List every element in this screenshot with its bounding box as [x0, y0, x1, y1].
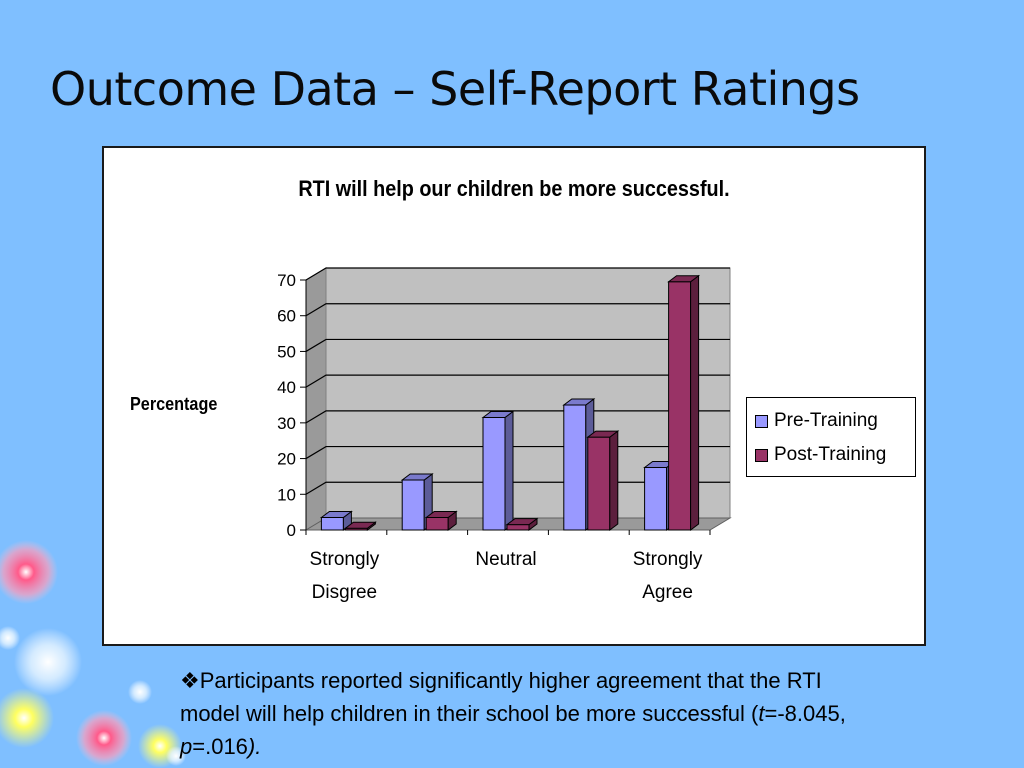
- y-tick-label: 0: [287, 521, 296, 540]
- bar-post-training-2: [505, 517, 539, 531]
- x-category-label: Strongly: [633, 549, 703, 570]
- chart-title: RTI will help our children be more succe…: [298, 176, 730, 201]
- summary-bullet: ❖Participants reported significantly hig…: [180, 664, 880, 763]
- bar-post-training-0: [343, 521, 377, 531]
- gridline: [305, 303, 730, 317]
- bar-face: [562, 398, 596, 406]
- bar-face: [481, 411, 515, 418]
- chart-panel: RTI will help our children be more succe…: [102, 146, 926, 646]
- gridline: [305, 267, 730, 281]
- bar-face: [424, 511, 458, 518]
- p-value-symbol: p: [180, 734, 193, 759]
- bar-chart: 0 10 20 30 40 50 60 70 Strongly Disgree Neutral Str…: [277, 267, 732, 603]
- legend-item-pre-training: Pre-Training: [755, 404, 909, 438]
- bar-post-training-1: [424, 510, 458, 531]
- bar-face: [563, 404, 587, 531]
- bar-face: [506, 524, 530, 531]
- legend-label-post-training: Post-Training: [774, 444, 887, 465]
- bullet-text: Participants reported significantly high…: [180, 668, 822, 726]
- bar-pre-training-0: [319, 510, 353, 531]
- bar-face: [343, 521, 377, 529]
- bar-face: [482, 417, 506, 531]
- bar-face: [400, 473, 434, 481]
- legend-swatch-post-training: [755, 448, 768, 462]
- bar-face: [320, 517, 344, 531]
- gridline: [305, 374, 730, 388]
- legend: Pre-Training Post-Training: [746, 397, 916, 477]
- bar-pre-training-2: [481, 410, 515, 531]
- legend-item-post-training: Post-Training: [755, 438, 909, 472]
- bullet-close: ).: [247, 734, 262, 759]
- y-tick-label: 40: [277, 378, 296, 397]
- bar-post-training-4: [667, 274, 701, 531]
- diamond-bullet-icon: ❖: [180, 668, 200, 693]
- x-category-label: Disgree: [312, 582, 377, 603]
- bar-face: [505, 518, 539, 526]
- bar-face: [690, 274, 700, 531]
- gridline: [305, 338, 730, 352]
- x-category-label: Strongly: [310, 549, 380, 570]
- y-tick-label: 30: [277, 414, 296, 433]
- p-value: =.016: [192, 734, 248, 759]
- bar-post-training-3: [586, 430, 620, 531]
- bar-face: [586, 430, 620, 438]
- x-category-label: Neutral: [475, 549, 536, 570]
- legend-label-pre-training: Pre-Training: [774, 410, 878, 431]
- bar-face: [667, 275, 701, 283]
- bar-face: [504, 410, 514, 531]
- t-statistic-value: =-8.045,: [764, 701, 846, 726]
- y-tick-label: 20: [277, 450, 296, 469]
- y-tick-label: 70: [277, 271, 296, 290]
- gridline: [305, 410, 730, 424]
- bar-pre-training-1: [400, 473, 434, 531]
- bar-face: [425, 517, 449, 531]
- plot-side-wall: [305, 267, 327, 531]
- bar-face: [319, 511, 353, 518]
- y-tick-label: 10: [277, 485, 296, 504]
- y-tick-label: 50: [277, 342, 296, 361]
- bar-face: [587, 436, 611, 531]
- t-statistic-symbol: t: [758, 701, 765, 726]
- y-axis-label: Percentage: [130, 394, 218, 414]
- x-category-label: Agree: [642, 582, 693, 603]
- legend-swatch-pre-training: [755, 414, 768, 428]
- slide-title: Outcome Data – Self-Report Ratings: [50, 62, 860, 116]
- bar-face: [609, 430, 619, 531]
- bar-face: [644, 467, 668, 531]
- bar-face: [401, 479, 425, 531]
- y-tick-label: 60: [277, 307, 296, 326]
- bar-face: [668, 281, 692, 531]
